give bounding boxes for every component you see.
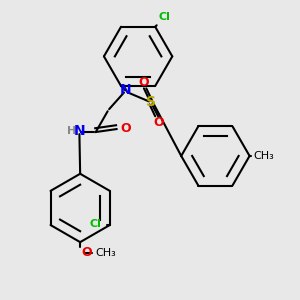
Text: O: O xyxy=(154,116,164,129)
Text: O: O xyxy=(138,76,148,89)
Text: H: H xyxy=(67,126,76,136)
Text: O: O xyxy=(82,246,92,259)
Text: Cl: Cl xyxy=(158,12,170,22)
Text: O: O xyxy=(120,122,131,135)
Text: N: N xyxy=(120,83,131,98)
Text: CH₃: CH₃ xyxy=(254,151,274,161)
Text: S: S xyxy=(146,95,156,109)
Text: Cl: Cl xyxy=(90,220,102,230)
Text: CH₃: CH₃ xyxy=(95,248,116,258)
Text: N: N xyxy=(74,124,85,138)
